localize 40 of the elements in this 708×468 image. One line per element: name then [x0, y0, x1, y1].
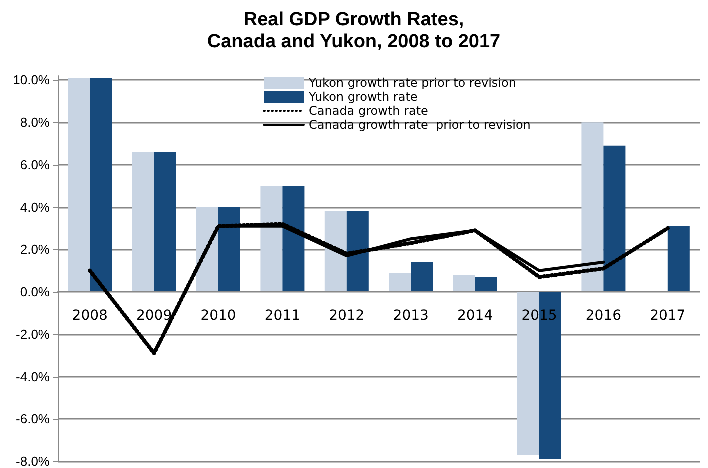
bar	[324, 212, 347, 292]
x-tick-label: 2009	[136, 308, 172, 324]
x-tick-label: 2016	[586, 308, 622, 324]
x-tick-label: 2012	[329, 308, 365, 324]
bar	[68, 78, 90, 292]
bar	[282, 186, 305, 292]
legend-label: Yukon growth rate prior to revision	[308, 76, 516, 90]
bar	[411, 262, 434, 292]
x-tick-label: 2014	[457, 308, 494, 324]
bar	[90, 78, 112, 292]
x-tick-label: 2011	[264, 308, 301, 324]
y-tick-label: 2.0%	[20, 242, 50, 258]
y-tick-label: 0.0%	[20, 284, 50, 300]
y-tick-label: 8.0%	[20, 115, 50, 130]
x-tick-label: 2017	[650, 308, 686, 324]
y-tick-label: -2.0%	[16, 326, 50, 342]
y-tick-label: 4.0%	[20, 200, 50, 215]
bar	[132, 152, 154, 292]
bar	[218, 207, 240, 292]
x-tick-label: 2013	[393, 308, 429, 324]
bar	[668, 226, 690, 292]
legend-label: Canada growth rate prior to revision	[309, 118, 531, 132]
legend-label: Canada growth rate	[309, 104, 428, 118]
x-tick-label: 2008	[72, 308, 108, 324]
y-tick-label: 10.0%	[13, 72, 50, 88]
bar	[389, 272, 412, 292]
bar	[346, 212, 369, 292]
bar	[453, 275, 476, 292]
y-tick-label: 6.0%	[20, 157, 50, 172]
y-tick-label: -6.0%	[16, 412, 50, 427]
bar	[604, 146, 626, 292]
y-tick-label: -4.0%	[16, 369, 50, 384]
bar	[260, 186, 283, 292]
chart-title: Real GDP Growth Rates, Canada and Yukon, 2008 to 2017	[207, 10, 501, 52]
x-tick-label: 2010	[200, 308, 236, 324]
legend-label: Yukon growth rate	[308, 90, 418, 104]
bar	[475, 277, 498, 292]
y-tick-label: -8.0%	[16, 454, 50, 468]
bar	[154, 152, 176, 292]
bar	[582, 122, 604, 292]
